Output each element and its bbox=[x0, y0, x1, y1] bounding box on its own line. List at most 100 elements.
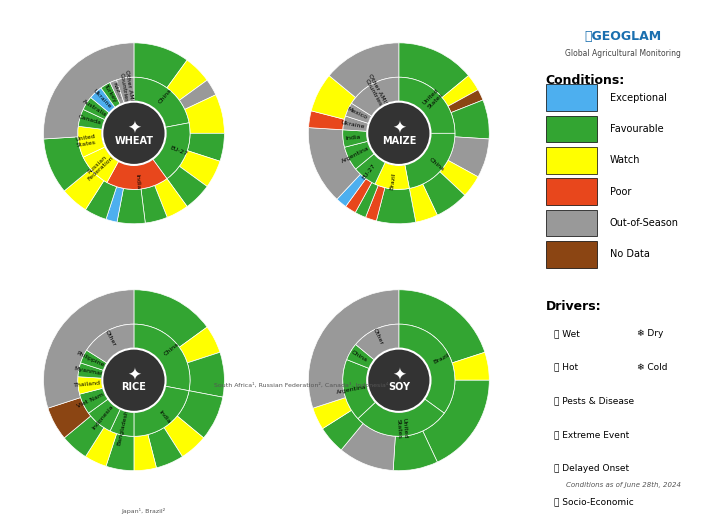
Text: No Data: No Data bbox=[609, 249, 650, 259]
Wedge shape bbox=[44, 43, 134, 139]
Text: ⏰ Delayed Onset: ⏰ Delayed Onset bbox=[554, 464, 630, 473]
Text: Out-of-Season: Out-of-Season bbox=[609, 218, 678, 228]
Text: China: China bbox=[157, 88, 173, 105]
Wedge shape bbox=[356, 154, 385, 184]
FancyBboxPatch shape bbox=[546, 178, 597, 205]
Text: 🌡 Hot: 🌡 Hot bbox=[554, 363, 579, 372]
Wedge shape bbox=[313, 398, 351, 429]
Text: United
States: United States bbox=[75, 134, 98, 148]
Text: Brazil: Brazil bbox=[433, 352, 451, 365]
Text: RICE: RICE bbox=[121, 383, 146, 392]
Text: Myanmar: Myanmar bbox=[73, 366, 103, 377]
Wedge shape bbox=[375, 162, 409, 189]
Text: Bangladesh: Bangladesh bbox=[117, 409, 130, 446]
Wedge shape bbox=[85, 181, 117, 220]
Text: WHEAT: WHEAT bbox=[115, 136, 153, 146]
Wedge shape bbox=[448, 137, 489, 177]
Wedge shape bbox=[399, 290, 485, 363]
Wedge shape bbox=[341, 423, 395, 471]
Text: Viet Nam: Viet Nam bbox=[76, 392, 105, 409]
Wedge shape bbox=[337, 174, 366, 206]
Circle shape bbox=[367, 102, 430, 165]
Wedge shape bbox=[347, 344, 374, 368]
Text: Indonesia: Indonesia bbox=[92, 404, 115, 431]
Text: India: India bbox=[158, 410, 171, 425]
Text: China: China bbox=[427, 157, 445, 172]
Wedge shape bbox=[308, 111, 345, 130]
Text: Drivers:: Drivers: bbox=[546, 300, 602, 313]
Wedge shape bbox=[106, 187, 123, 222]
Text: Ukraine: Ukraine bbox=[92, 89, 113, 110]
Wedge shape bbox=[329, 43, 399, 97]
Wedge shape bbox=[440, 160, 478, 195]
Wedge shape bbox=[442, 75, 478, 106]
Wedge shape bbox=[44, 290, 134, 408]
Text: 🌍GEOGLAM: 🌍GEOGLAM bbox=[585, 30, 662, 43]
Wedge shape bbox=[134, 386, 189, 436]
Text: Argentina: Argentina bbox=[336, 384, 367, 395]
Wedge shape bbox=[80, 350, 108, 370]
Text: MAIZE: MAIZE bbox=[381, 136, 416, 146]
Circle shape bbox=[103, 348, 166, 412]
Text: Other: Other bbox=[104, 329, 117, 347]
Wedge shape bbox=[141, 185, 167, 223]
FancyBboxPatch shape bbox=[546, 116, 597, 143]
Wedge shape bbox=[308, 128, 361, 199]
Wedge shape bbox=[83, 147, 119, 182]
Wedge shape bbox=[351, 77, 399, 116]
Text: EU-27: EU-27 bbox=[169, 145, 189, 157]
Wedge shape bbox=[78, 377, 103, 394]
Wedge shape bbox=[110, 409, 134, 436]
Text: Thailand: Thailand bbox=[74, 381, 101, 388]
Wedge shape bbox=[358, 399, 445, 436]
Text: Global Agricultural Monitoring: Global Agricultural Monitoring bbox=[566, 49, 681, 59]
Text: ❄ Cold: ❄ Cold bbox=[637, 363, 668, 372]
Circle shape bbox=[103, 102, 166, 165]
Wedge shape bbox=[91, 88, 115, 113]
Text: China: China bbox=[163, 342, 180, 357]
Text: United
States: United States bbox=[422, 88, 444, 110]
Wedge shape bbox=[101, 83, 120, 108]
Circle shape bbox=[367, 348, 430, 412]
Wedge shape bbox=[356, 324, 399, 360]
Text: United
States: United States bbox=[396, 418, 408, 439]
Text: Conditions:: Conditions: bbox=[546, 73, 625, 86]
Text: ✦: ✦ bbox=[127, 120, 141, 138]
Wedge shape bbox=[452, 352, 489, 380]
Wedge shape bbox=[393, 431, 437, 471]
Wedge shape bbox=[345, 141, 374, 169]
Wedge shape bbox=[376, 188, 416, 224]
Text: Brazil: Brazil bbox=[389, 172, 397, 190]
Text: Other AMIS
Countries: Other AMIS Countries bbox=[362, 73, 389, 109]
Wedge shape bbox=[311, 75, 356, 119]
Wedge shape bbox=[423, 172, 465, 215]
Wedge shape bbox=[179, 150, 220, 187]
Text: Mexico: Mexico bbox=[346, 106, 368, 121]
Text: India: India bbox=[344, 135, 361, 141]
Wedge shape bbox=[399, 43, 468, 97]
Wedge shape bbox=[405, 133, 455, 189]
Wedge shape bbox=[343, 359, 376, 419]
Wedge shape bbox=[423, 380, 489, 462]
Wedge shape bbox=[44, 137, 91, 191]
Wedge shape bbox=[177, 391, 223, 438]
Wedge shape bbox=[134, 324, 190, 391]
Text: ✦: ✦ bbox=[392, 120, 406, 138]
Wedge shape bbox=[107, 159, 167, 189]
Text: Kaz...: Kaz... bbox=[111, 81, 123, 99]
Wedge shape bbox=[409, 184, 437, 222]
Text: Argentina: Argentina bbox=[341, 146, 371, 165]
FancyBboxPatch shape bbox=[546, 210, 597, 236]
Wedge shape bbox=[153, 123, 190, 179]
Text: Conditions as of June 28th, 2024: Conditions as of June 28th, 2024 bbox=[566, 482, 681, 488]
Wedge shape bbox=[117, 189, 146, 224]
Text: China: China bbox=[350, 350, 368, 363]
Wedge shape bbox=[155, 179, 187, 217]
Wedge shape bbox=[134, 77, 189, 127]
Text: Poor: Poor bbox=[609, 187, 631, 196]
Wedge shape bbox=[87, 324, 134, 363]
Wedge shape bbox=[80, 388, 108, 413]
Text: Watch: Watch bbox=[609, 155, 640, 166]
Text: 🌧 Wet: 🌧 Wet bbox=[554, 329, 580, 338]
Text: SOY: SOY bbox=[388, 383, 410, 392]
